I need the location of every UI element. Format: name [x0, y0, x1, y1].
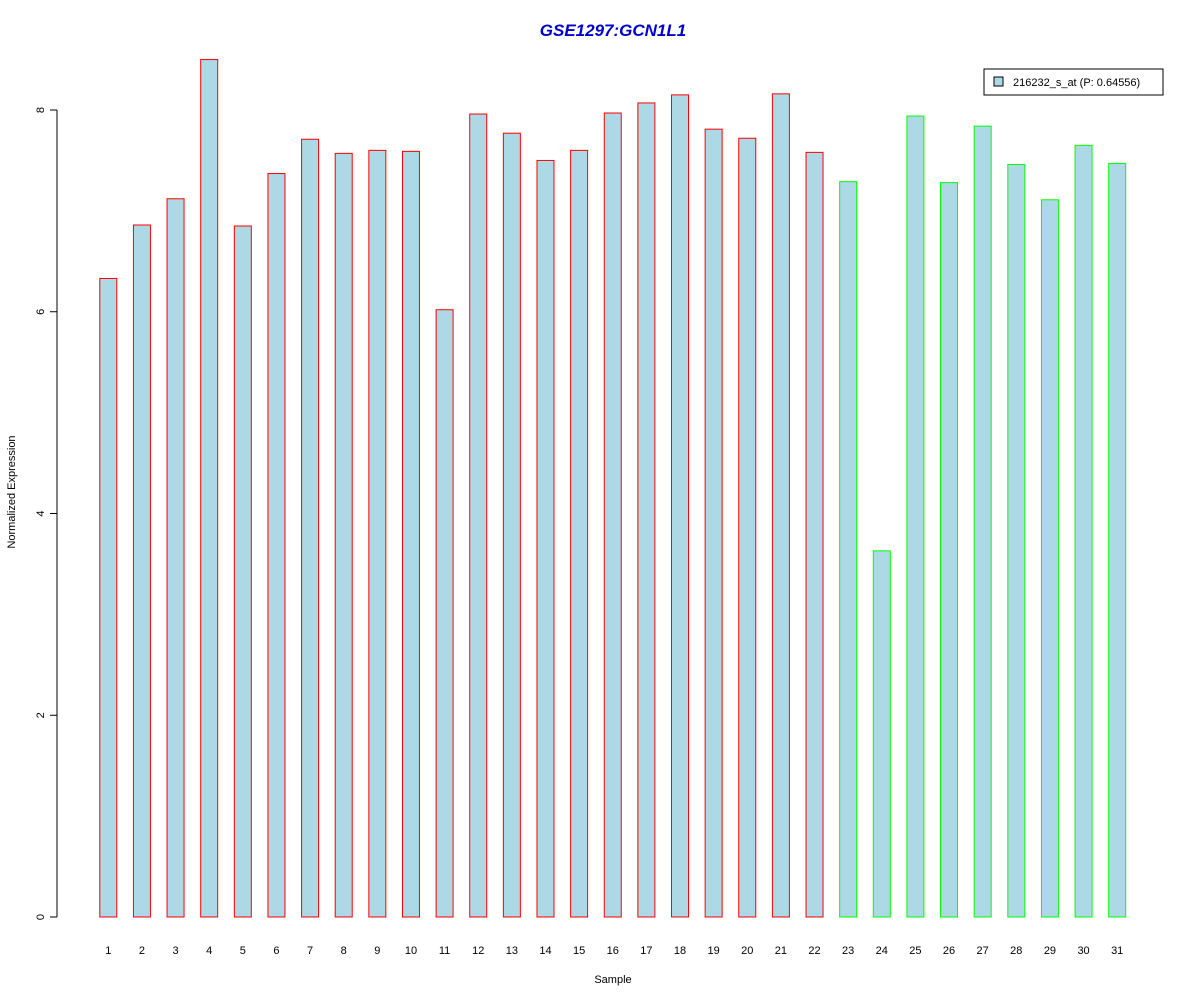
- bar: [704, 128, 723, 918]
- legend: 216232_s_at (P: 0.64556): [983, 68, 1164, 96]
- x-tick-label: 16: [607, 945, 619, 957]
- y-tick-label: 8: [35, 107, 47, 113]
- bar: [973, 125, 992, 918]
- x-tick-label: 23: [842, 945, 854, 957]
- bar: [603, 112, 622, 918]
- legend-box: [983, 68, 1164, 96]
- y-tick-label: 2: [35, 712, 47, 718]
- y-tick-label: 6: [35, 309, 47, 315]
- y-axis: 0 2 4 6 8: [35, 107, 58, 920]
- bar: [368, 149, 387, 918]
- x-tick-label: 28: [1010, 945, 1022, 957]
- bars: [99, 59, 1127, 918]
- x-tick-label: 14: [539, 945, 551, 957]
- bar: [132, 224, 151, 918]
- x-tick-label: 29: [1044, 945, 1056, 957]
- bar: [1074, 144, 1093, 918]
- bar: [267, 173, 286, 918]
- bar: [805, 151, 824, 918]
- x-tick-label: 10: [405, 945, 417, 957]
- bar: [99, 277, 118, 918]
- bar: [637, 102, 656, 918]
- bar: [906, 115, 925, 918]
- x-tick-labels: 1 2 3 4 5 6 7 8 9 10 11 12 13 14 15 16 17 18 19 20 21 22 23 24 2…: [105, 945, 1123, 957]
- bar: [200, 59, 219, 918]
- x-tick-label: 30: [1077, 945, 1089, 957]
- x-tick-label: 19: [708, 945, 720, 957]
- x-tick-label: 1: [105, 945, 111, 957]
- x-tick-label: 6: [273, 945, 279, 957]
- bar: [301, 138, 320, 918]
- x-tick-label: 13: [506, 945, 518, 957]
- x-tick-label: 27: [977, 945, 989, 957]
- x-tick-label: 4: [206, 945, 212, 957]
- bar: [771, 93, 790, 918]
- x-tick-label: 18: [674, 945, 686, 957]
- x-tick-label: 17: [640, 945, 652, 957]
- bar: [1040, 199, 1059, 918]
- x-tick-label: 9: [374, 945, 380, 957]
- legend-label: 216232_s_at (P: 0.64556): [1013, 77, 1140, 89]
- legend-swatch: [993, 76, 1004, 87]
- bar: [738, 137, 757, 918]
- chart-title: GSE1297:GCN1L1: [540, 21, 686, 40]
- x-tick-label: 15: [573, 945, 585, 957]
- x-tick-label: 22: [808, 945, 820, 957]
- bar: [435, 309, 454, 918]
- x-axis-label: Sample: [594, 974, 631, 986]
- bar: [940, 182, 959, 918]
- x-tick-label: 25: [909, 945, 921, 957]
- bar: [570, 149, 589, 918]
- bar: [401, 150, 420, 918]
- x-tick-label: 11: [439, 945, 450, 957]
- bar: [671, 94, 690, 918]
- bar: [872, 550, 891, 918]
- y-tick-label: 4: [35, 510, 47, 516]
- x-tick-label: 21: [775, 945, 787, 957]
- x-tick-label: 31: [1111, 945, 1123, 957]
- bar: [502, 132, 521, 918]
- x-tick-label: 3: [172, 945, 178, 957]
- bar: [1108, 162, 1127, 918]
- x-tick-label: 8: [341, 945, 347, 957]
- x-tick-label: 26: [943, 945, 955, 957]
- y-axis-label: Normalized Expression: [6, 435, 18, 548]
- bar: [334, 152, 353, 918]
- x-tick-label: 7: [307, 945, 313, 957]
- bar: [233, 225, 252, 918]
- x-tick-label: 20: [741, 945, 753, 957]
- bar: [1007, 163, 1026, 918]
- bar: [166, 198, 185, 918]
- bar: [839, 181, 858, 918]
- x-tick-label: 5: [240, 945, 246, 957]
- x-tick-label: 12: [472, 945, 484, 957]
- x-tick-label: 24: [876, 945, 888, 957]
- x-tick-label: 2: [139, 945, 145, 957]
- bar: [536, 159, 555, 918]
- y-tick-label: 0: [35, 914, 47, 920]
- bar: [469, 113, 488, 918]
